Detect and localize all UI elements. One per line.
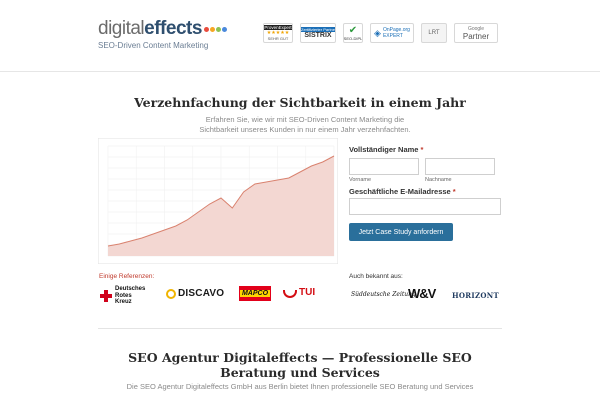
onpage-expert-badge[interactable]: ◈ OnPage.org EXPERT xyxy=(370,23,414,43)
logo-dot xyxy=(221,27,227,32)
wv-text: W&V xyxy=(408,286,436,301)
last-name-col: Nachname xyxy=(425,156,495,183)
section-subtitle: Die SEO Agentur Digitaleffects GmbH aus … xyxy=(126,382,474,391)
red-cross-icon xyxy=(100,289,112,302)
checkmark-icon: ✔ xyxy=(348,24,358,36)
chart-area xyxy=(108,156,334,256)
name-row: Vorname Nachname xyxy=(349,156,504,183)
case-study-form: Vollständiger Name * Vorname Nachname Ges… xyxy=(349,145,504,241)
onpage-label: OnPage.org EXPERT xyxy=(383,27,410,39)
drk-text: Deutsches Rotes Kreuz xyxy=(115,286,146,305)
logo[interactable]: digital effects SEO-Driven Content Market… xyxy=(98,18,227,50)
references-title: Einige Referenzen: xyxy=(99,273,155,280)
full-name-label-text: Vollständiger Name xyxy=(349,145,419,154)
sz-text: Süddeutsche Zeitung xyxy=(351,291,416,298)
tui-logo: TUI xyxy=(283,287,315,298)
required-mark: * xyxy=(452,187,456,196)
visibility-chart xyxy=(98,138,338,264)
partner-label: Partner xyxy=(462,31,490,41)
discavo-text: DISCAVO xyxy=(178,288,225,299)
onpage-line1: OnPage.org xyxy=(382,27,410,33)
hero-title: Verzehnfachung der Sichtbarkeit in einem… xyxy=(134,95,466,110)
wifi-icon: ◈ xyxy=(374,27,381,38)
logo-light: digital xyxy=(98,18,145,39)
drk-logo: Deutsches Rotes Kreuz xyxy=(100,286,145,306)
logo-dots-icon xyxy=(203,27,227,32)
sz-logo: Süddeutsche Zeitung xyxy=(351,291,416,298)
lrt-badge[interactable]: LRT xyxy=(421,23,447,43)
proven-expert-label: ProvenExpert xyxy=(264,25,292,30)
onpage-line2: EXPERT xyxy=(382,33,403,39)
wv-logo: W&V xyxy=(408,286,436,301)
logo-dot xyxy=(203,27,209,32)
discavo-ring-icon xyxy=(166,288,176,299)
section-title: SEO Agentur Digitaleffects — Professione… xyxy=(128,350,472,380)
request-case-study-button[interactable]: Jetzt Case Study anfordern xyxy=(349,223,453,241)
first-name-col: Vorname xyxy=(349,156,419,183)
section-divider xyxy=(98,328,502,329)
trust-badges: ProvenExpert ★★★★★ SEHR GUT Zertifiziert… xyxy=(263,23,498,43)
logo-dot xyxy=(209,27,215,32)
last-name-input[interactable] xyxy=(425,158,495,175)
site-header: digital effects SEO-Driven Content Market… xyxy=(0,0,600,72)
email-label: Geschäftliche E-Mailadresse * xyxy=(349,187,504,196)
email-input[interactable] xyxy=(349,198,501,215)
mapco-logo: MAPCO xyxy=(239,286,271,301)
tui-smile-icon xyxy=(283,290,297,298)
logo-tagline: SEO-Driven Content Marketing xyxy=(98,41,209,50)
logo-dot xyxy=(215,27,221,32)
seo-diplom-label: SEO-DIPL xyxy=(343,35,363,41)
horizont-text: HORIZONT xyxy=(452,291,500,300)
full-name-label: Vollständiger Name * xyxy=(349,145,504,154)
press-title: Auch bekannt aus: xyxy=(349,273,403,280)
required-mark: * xyxy=(420,145,424,154)
lrt-label: LRT xyxy=(428,30,440,36)
sistrix-badge[interactable]: Zertifizierter Partner SISTRIX xyxy=(300,23,336,43)
email-label-text: Geschäftliche E-Mailadresse xyxy=(349,187,451,196)
proven-expert-sub: SEHR GUT xyxy=(267,36,289,41)
hero-subtitle: Erfahren Sie, wie wir mit SEO-Driven Con… xyxy=(199,115,411,134)
discavo-logo: DISCAVO xyxy=(166,288,224,299)
seo-diplom-badge[interactable]: ✔ SEO-DIPL xyxy=(343,23,363,43)
google-label: Google xyxy=(467,25,485,32)
chart-line xyxy=(107,155,335,247)
last-name-sublabel: Nachname xyxy=(425,177,452,183)
sistrix-top: Zertifizierter Partner xyxy=(301,27,336,32)
first-name-sublabel: Vorname xyxy=(349,177,372,183)
first-name-input[interactable] xyxy=(349,158,419,175)
proven-expert-badge[interactable]: ProvenExpert ★★★★★ SEHR GUT xyxy=(263,23,293,43)
mapco-text: MAPCO xyxy=(239,290,271,297)
tui-text: TUI xyxy=(299,287,316,298)
logo-bold: effects xyxy=(144,18,202,39)
horizont-logo: HORIZONT xyxy=(452,291,499,300)
google-partner-badge[interactable]: Google Partner xyxy=(454,23,498,43)
sistrix-label: SISTRIX xyxy=(304,32,332,39)
logo-wordmark: digital effects xyxy=(98,18,227,40)
star-rating-icon: ★★★★★ xyxy=(266,30,290,36)
